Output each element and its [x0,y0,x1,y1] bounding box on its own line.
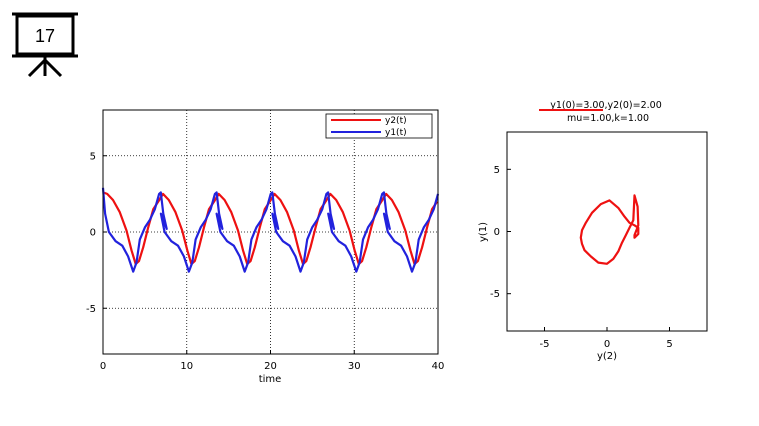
legend-label-y2: y2(t) [385,116,407,126]
x-tick-label: 40 [432,361,445,372]
series-line-y1t [101,187,440,273]
y-tick-label: 0 [494,227,500,238]
x-tick-label: -5 [540,339,550,350]
series-group [579,194,640,265]
y-axis-label: y(1) [478,222,489,242]
x-tick-label: 0 [100,361,106,372]
phase-trajectory [579,194,640,265]
chart-title: y1(0)=3.00,y2(0)=2.00 [550,100,662,111]
y-tick-label: 5 [90,151,96,162]
legend: y2(t) y1(t) [325,113,433,139]
slide-number: 17 [35,26,55,46]
axis-ticks: 0 10 20 30 40 -5 0 5 [86,151,444,372]
x-tick-label: 20 [264,361,277,372]
presentation-board-icon [12,12,78,78]
x-tick-label: 0 [604,339,610,350]
y-tick-label: 0 [90,228,96,239]
series-line-y2t [102,191,439,266]
x-axis-label: time [259,374,282,385]
y-tick-label: -5 [490,289,500,300]
plot-frame [506,131,708,332]
x-tick-label: 30 [348,361,361,372]
time-series-chart: 0 10 20 30 40 -5 0 5 time y2(t) y1(t) [86,109,444,385]
y-tick-label: 5 [494,165,500,176]
legend-label-y1: y1(t) [385,128,407,138]
x-tick-label: 10 [180,361,193,372]
axis-ticks: -5 0 5 -5 0 5 [490,165,673,350]
phase-portrait-chart: y1(0)=3.00,y2(0)=2.00 mu=1.00,k=1.00 -5 0… [478,100,708,362]
legend-box [325,113,433,139]
chart-subtitle: mu=1.00,k=1.00 [567,113,649,124]
slide-number-badge: 17 [12,12,78,78]
grid-lines [103,110,438,354]
series-group [101,187,440,273]
y-tick-label: -5 [86,304,96,315]
x-axis-label: y(2) [597,351,617,362]
x-tick-label: 5 [666,339,672,350]
